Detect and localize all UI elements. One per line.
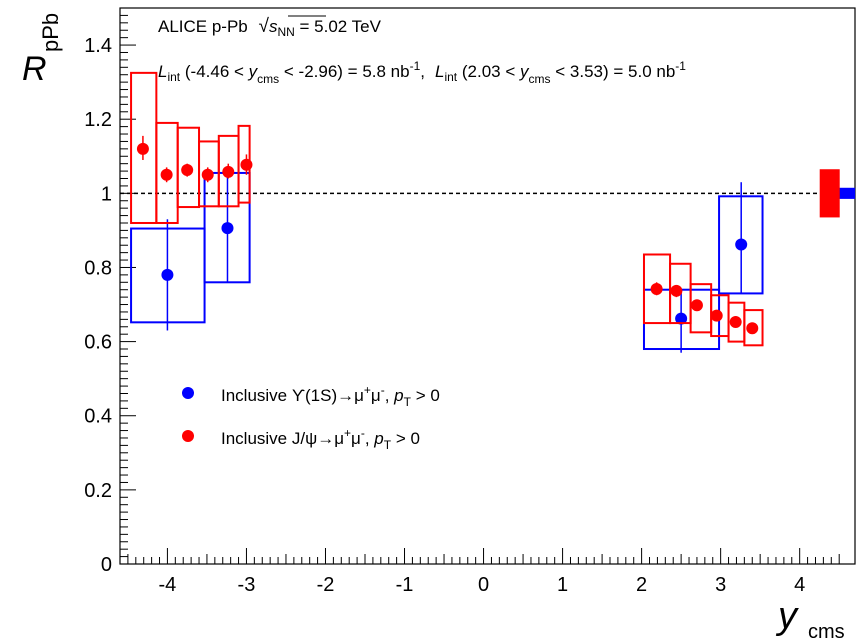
- lumi-annotation: Lint (-4.46 < ycms < -2.96) = 5.8 nb-1, L…: [158, 59, 686, 86]
- energy-symbol: s: [269, 17, 278, 36]
- lumi2-Lsub: int: [444, 70, 457, 84]
- x-tick-label: -2: [317, 574, 335, 596]
- lumi2-range-pre: (2.03 <: [457, 62, 520, 81]
- plot-frame: [119, 7, 856, 565]
- x-tick-label: 4: [794, 574, 805, 596]
- jpsi-point: [710, 309, 723, 322]
- x-tick-label: 3: [715, 574, 726, 596]
- legend-label-upsilon: Inclusive ϒ(1S)→μ+μ-, pT > 0: [221, 383, 440, 409]
- lumi2-L: L: [435, 62, 444, 81]
- lumi2-exp: -1: [675, 59, 686, 73]
- upsilon-point: [221, 222, 234, 235]
- y-tick-label: 0.8: [84, 257, 112, 279]
- lumi2-ysub: cms: [529, 72, 551, 86]
- upsilon-point: [161, 268, 174, 281]
- plot-layer: -4 -3 -2 -1 0 1 2 3 4 0 0.2 0.4 0.6 0.8 1 1.2 1.4: [84, 7, 856, 596]
- energy-subscript: NN: [277, 25, 294, 39]
- sqrt-icon: √: [259, 16, 270, 37]
- lumi1-Lsub: int: [167, 70, 180, 84]
- lumi1-ysub: cms: [257, 72, 279, 86]
- jpsi-point: [670, 284, 683, 297]
- lumi1-range-pre: (-4.46 <: [180, 62, 249, 81]
- jpsi-point: [240, 158, 253, 171]
- title-experiment: ALICE p-Pb: [158, 17, 248, 36]
- y-tick-label: 0.6: [84, 332, 112, 354]
- lumi1-tail: ,: [420, 62, 425, 81]
- y-tick-label: 0.4: [84, 406, 112, 428]
- jpsi-syst-box: [743, 309, 764, 347]
- legend-label-jpsi: Inclusive J/ψ→μ+μ-, pT > 0: [221, 426, 420, 452]
- lumi1-exp: -1: [410, 59, 421, 73]
- energy-value: = 5.02 TeV: [295, 17, 382, 36]
- jpsi-point: [160, 168, 173, 181]
- y-tick-label: 1: [101, 183, 112, 205]
- y-tick-label: 0: [101, 554, 112, 576]
- y-axis-label: R: [22, 50, 47, 88]
- y-tick-label: 0.2: [84, 480, 112, 502]
- upsilon-global-uncertainty: [839, 187, 856, 199]
- legend-marker-jpsi: [182, 430, 194, 442]
- jpsi-point: [650, 282, 663, 295]
- jpsi-point: [729, 315, 742, 328]
- x-tick-label: 2: [636, 574, 647, 596]
- legend: Inclusive ϒ(1S)→μ+μ-, pT > 0 Inclusive J…: [182, 383, 440, 452]
- jpsi-point: [746, 322, 759, 335]
- upsilon-point: [735, 238, 748, 251]
- y-tick-label: 1.2: [84, 109, 112, 131]
- x-tick-label: -3: [238, 574, 256, 596]
- lumi1-range-post: < -2.96) = 5.8 nb: [279, 62, 409, 81]
- jpsi-point: [690, 299, 703, 312]
- jpsi-point: [201, 168, 214, 181]
- legend-marker-upsilon: [182, 387, 194, 399]
- y-tick-label: 1.4: [84, 35, 112, 57]
- y-axis-label-sub: pPb: [38, 13, 63, 52]
- x-tick-label: 1: [557, 574, 568, 596]
- lumi1-L: L: [158, 62, 167, 81]
- upsilon-point: [675, 312, 688, 325]
- title-annotation: ALICE p-Pb √sNN = 5.02 TeV: [158, 16, 382, 39]
- lumi1-y: y: [248, 62, 259, 81]
- x-axis-label: y: [775, 595, 799, 637]
- x-tick-label: 0: [478, 574, 489, 596]
- jpsi-point: [181, 163, 194, 176]
- lumi2-range-post: < 3.53) = 5.0 nb: [551, 62, 676, 81]
- jpsi-point: [222, 165, 235, 178]
- jpsi-global-uncertainty: [819, 169, 840, 218]
- lumi2-y: y: [519, 62, 530, 81]
- jpsi-point: [136, 142, 149, 155]
- x-axis-label-sub: cms: [808, 621, 845, 643]
- x-tick-label: -4: [159, 574, 177, 596]
- x-tick-label: -1: [396, 574, 414, 596]
